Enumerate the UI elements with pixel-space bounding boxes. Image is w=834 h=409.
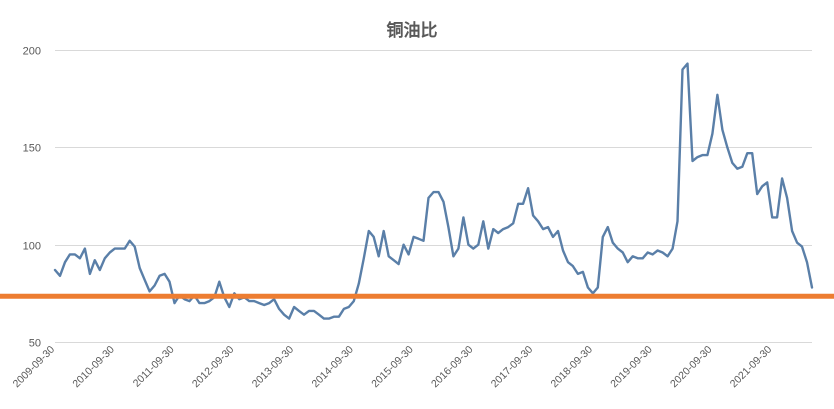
x-tick-label: 2011-09-30 [131,344,177,390]
x-axis-ticks: 2009-09-30 2010-09-30 2011-09-30 2012-09-30… [11,344,775,391]
y-tick-label: 100 [23,241,41,253]
x-tick-label: 2016-09-30 [429,344,476,391]
series-line [53,62,814,320]
gridlines [55,50,812,343]
x-tick-label: 2020-09-30 [668,344,715,391]
y-tick-label: 150 [23,143,41,155]
x-tick-label: 2015-09-30 [369,344,416,391]
x-tick-label: 2017-09-30 [489,344,536,391]
x-tick-label: 2021-09-30 [728,344,775,391]
x-tick-label: 2012-09-30 [190,344,237,391]
y-tick-label: 200 [23,46,41,58]
y-tick-label: 50 [29,338,41,350]
y-axis-ticks: 50 100 150 200 [23,46,41,350]
x-tick-label: 2013-09-30 [250,344,297,391]
chart-title: 铜油比 [387,20,438,41]
x-tick-label: 2018-09-30 [549,344,596,391]
series-layer [53,62,814,320]
x-tick-label: 2009-09-30 [11,344,58,391]
x-tick-label: 2014-09-30 [309,344,356,391]
x-tick-label: 2019-09-30 [608,344,655,391]
x-tick-label: 2010-09-30 [70,344,117,391]
